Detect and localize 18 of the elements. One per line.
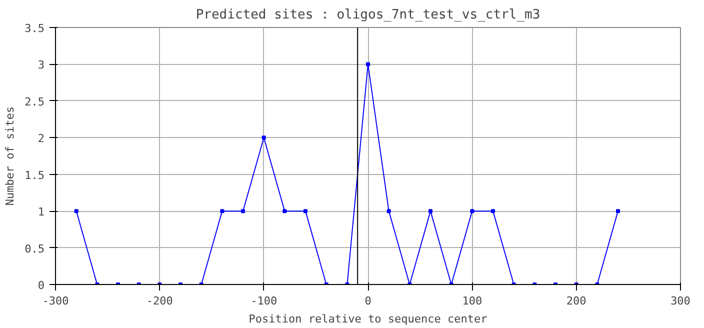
x-tick-label: 300 (670, 294, 690, 308)
x-tick-label: 100 (462, 294, 482, 308)
x-tick-label: -100 (250, 294, 278, 308)
x-tick-label: 200 (566, 294, 586, 308)
y-tick-label: 3 (38, 58, 44, 72)
y-tick-label: 2 (38, 132, 44, 146)
y-tick-label: 3.5 (24, 22, 45, 35)
y-axis-title: Number of sites (4, 106, 17, 206)
x-tick-label: -200 (146, 294, 173, 308)
y-tick-label: 2.5 (24, 95, 45, 108)
x-tick-label: -300 (42, 294, 69, 308)
y-tick-label: 1.5 (24, 168, 45, 182)
x-axis-title: Position relative to sequence center (248, 312, 488, 326)
chart-title: Predicted sites : oligos_7nt_test_vs_ctrl_m3 (196, 8, 540, 22)
y-tick-label: 1 (38, 206, 44, 219)
y-tick-label: 0.5 (24, 242, 45, 256)
x-tick-label: 0 (364, 294, 372, 308)
y-tick-label: 0 (38, 279, 44, 292)
